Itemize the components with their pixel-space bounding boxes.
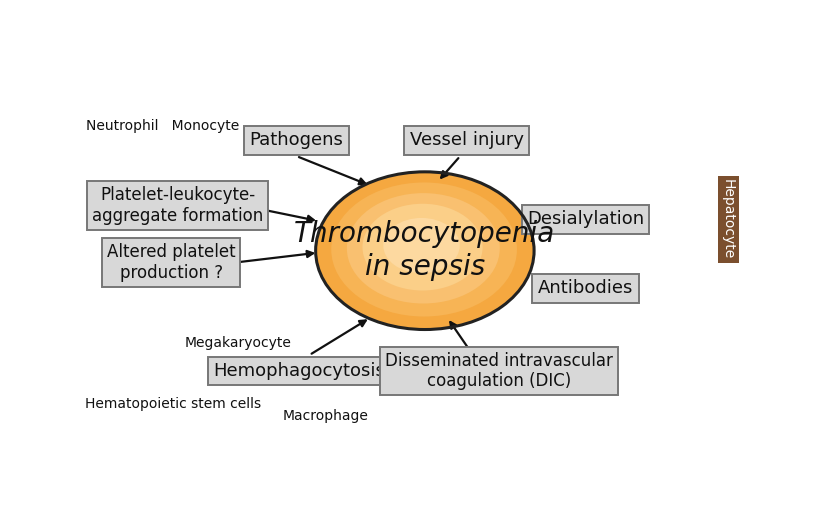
Text: Thrombocytopenia
in sepsis: Thrombocytopenia in sepsis xyxy=(294,221,555,281)
Text: Macrophage: Macrophage xyxy=(282,409,368,423)
Text: Antibodies: Antibodies xyxy=(537,279,633,297)
Text: Altered platelet
production ?: Altered platelet production ? xyxy=(107,243,235,282)
Text: Desialylation: Desialylation xyxy=(527,210,643,228)
Text: Vessel injury: Vessel injury xyxy=(409,131,523,150)
Text: Platelet-leukocyte-
aggregate formation: Platelet-leukocyte- aggregate formation xyxy=(92,186,262,225)
Ellipse shape xyxy=(383,218,460,273)
Ellipse shape xyxy=(315,172,533,330)
Text: Megakaryocyte: Megakaryocyte xyxy=(185,336,291,350)
Ellipse shape xyxy=(346,193,499,304)
Ellipse shape xyxy=(331,182,517,316)
Text: Hepatocyte: Hepatocyte xyxy=(720,179,734,259)
Text: Disseminated intravascular
coagulation (DIC): Disseminated intravascular coagulation (… xyxy=(384,352,612,390)
Text: Hematopoietic stem cells: Hematopoietic stem cells xyxy=(84,397,261,412)
Text: Neutrophil   Monocyte: Neutrophil Monocyte xyxy=(86,119,239,134)
Ellipse shape xyxy=(362,204,482,290)
Text: Hemophagocytosis: Hemophagocytosis xyxy=(214,362,385,380)
Text: Pathogens: Pathogens xyxy=(249,131,343,150)
